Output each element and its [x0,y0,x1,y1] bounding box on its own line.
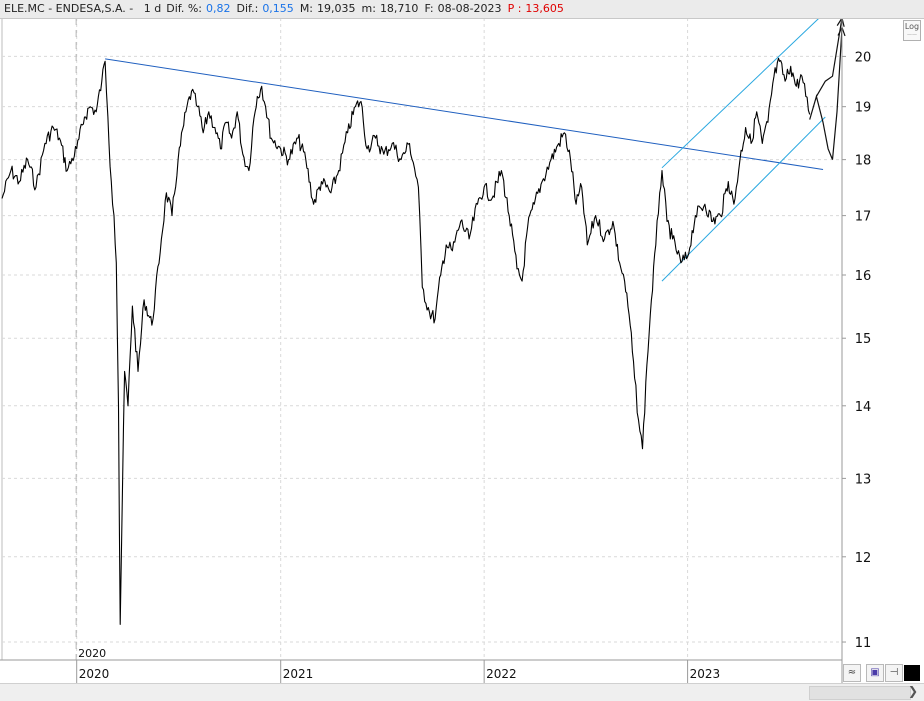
min-label: m: [361,2,376,15]
y-tick-label: 16 [855,269,872,284]
y-tick-label: 13 [855,472,872,487]
y-tick-label: 17 [855,210,872,225]
y-tick-label: 14 [855,400,872,415]
x-tick-label: 2022 [486,667,517,681]
price-value: 13,605 [525,2,564,15]
x-axis: 2020 2021 2022 2023 [0,659,842,683]
chart-header: ELE.MC - ENDESA,S.A. - 1 d Dif. %: 0,82 Dif… [0,0,924,19]
projection-path-alt [815,17,843,97]
price-series [1,57,811,625]
price-line [1,57,811,625]
chevron-right-icon[interactable]: ❯ [907,684,918,698]
price-label: P : [507,2,522,15]
y-tick-label: 12 [855,551,872,566]
trend-lines [105,16,846,282]
y-axis: 11 12 13 14 15 16 17 18 19 20 [841,18,872,683]
pin-icon[interactable]: ⊣ [885,664,903,682]
company-name: ENDESA,S.A. [55,2,126,15]
log-scale-button[interactable]: Log —— [903,20,921,41]
bottom-scrollbar[interactable]: ❯ [0,683,924,701]
year-marker-label: 2020 [78,647,106,660]
date-value: 08-08-2023 [437,2,502,15]
y-tick-label: 15 [855,332,872,347]
zigzag-icon[interactable]: ≈ [843,664,861,682]
scroll-thumb[interactable] [809,686,911,700]
dif-pct-value: 0,82 [206,2,231,15]
x-tick-label: 2020 [79,667,110,681]
y-tick-label: 19 [855,101,872,116]
min-value: 18,710 [379,2,419,15]
dif-value: 0,155 [262,2,294,15]
y-tick-label: 11 [855,636,872,651]
save-icon[interactable]: ▣ [866,664,884,682]
chart-grid: 2020 [1,17,843,661]
dif-pct-label: Dif. %: [166,2,202,15]
channel-upper-line [661,17,820,169]
x-tick-label: 2021 [283,667,314,681]
date-label: F: [424,2,434,15]
max-label: M: [299,2,314,15]
y-tick-label: 18 [855,154,872,169]
interval-text: 1 d [143,2,162,15]
dif-label: Dif.: [236,2,259,15]
color-square-icon[interactable] [904,665,920,681]
resistance-trendline [105,58,824,170]
plot-frame [1,17,843,661]
y-tick-label: 20 [855,50,872,65]
max-value: 19,035 [317,2,356,15]
log-scale-icon: Log [904,22,920,31]
x-tick-label: 2023 [690,667,721,681]
symbol-text: ELE.MC [4,2,45,15]
